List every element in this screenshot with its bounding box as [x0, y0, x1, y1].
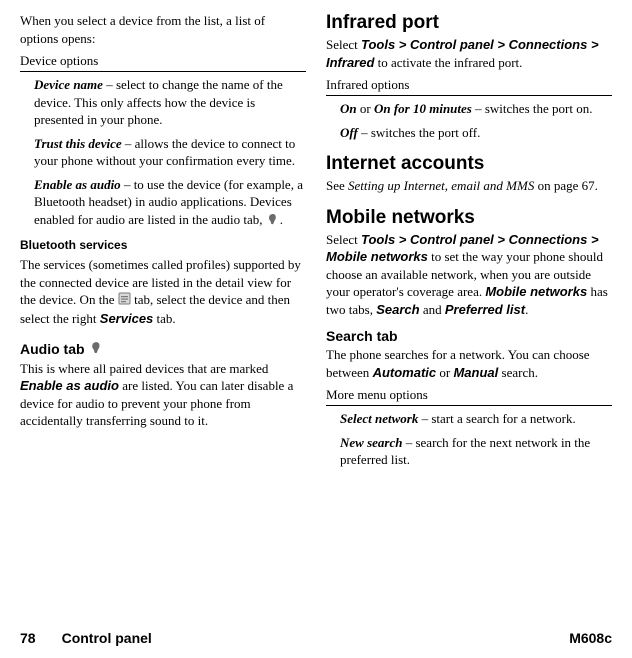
search-tab-text: The phone searches for a network. You ca…	[326, 346, 612, 381]
right-column: Infrared port Select Tools > Control pan…	[326, 12, 612, 475]
on-or: or	[357, 101, 374, 116]
audio-text1: This is where all paired devices that ar…	[20, 361, 268, 376]
more-menu-block: Select network – start a search for a ne…	[326, 410, 612, 469]
bluetooth-services-label: Bluetooth services	[20, 238, 306, 252]
select-network-term: Select network	[340, 411, 418, 426]
bt-services-tab: Services	[100, 311, 154, 326]
footer-left: 78 Control panel	[20, 630, 152, 646]
search-manual: Manual	[453, 365, 498, 380]
select-network-item: Select network – start a search for a ne…	[340, 410, 612, 428]
internet-text1: See	[326, 178, 348, 193]
audio-tab-label: Audio tab	[20, 341, 85, 357]
infrared-options-label: Infrared options	[326, 77, 612, 96]
mob-text1: Select	[326, 232, 361, 247]
search-text3: search.	[498, 365, 538, 380]
mob-text4: and	[420, 302, 445, 317]
enable-audio-desc2: .	[280, 212, 283, 227]
trust-item: Trust this device – allows the device to…	[34, 135, 306, 170]
section-name: Control panel	[62, 630, 152, 646]
bt-text3: tab.	[153, 311, 175, 326]
mobile-networks-heading: Mobile networks	[326, 207, 612, 229]
more-menu-label: More menu options	[326, 387, 612, 406]
search-auto: Automatic	[373, 365, 437, 380]
enable-audio-term: Enable as audio	[34, 177, 121, 192]
device-options-label: Device options	[20, 53, 306, 72]
box-icon	[118, 292, 131, 310]
infrared-options-block: On or On for 10 minutes – switches the p…	[326, 100, 612, 141]
internet-accounts-heading: Internet accounts	[326, 153, 612, 175]
audio-tab-text: This is where all paired devices that ar…	[20, 360, 306, 430]
device-name-item: Device name – select to change the name …	[34, 76, 306, 129]
on-desc: – switches the port on.	[472, 101, 593, 116]
off-desc: – switches the port off.	[358, 125, 481, 140]
audio-tab-heading: Audio tab	[20, 340, 306, 358]
device-name-term: Device name	[34, 77, 103, 92]
internet-text: See Setting up Internet, email and MMS o…	[326, 177, 612, 195]
left-column: When you select a device from the list, …	[20, 12, 306, 475]
on-term: On	[340, 101, 357, 116]
page-footer: 78 Control panel M608c	[20, 630, 612, 646]
search-tab-heading: Search tab	[326, 328, 612, 344]
internet-italic: Setting up Internet, email and MMS	[348, 178, 534, 193]
bluetooth-services-text: The services (sometimes called profiles)…	[20, 256, 306, 327]
enable-audio-item: Enable as audio – to use the device (for…	[34, 176, 306, 230]
content-columns: When you select a device from the list, …	[20, 12, 612, 475]
search-text2: or	[436, 365, 453, 380]
mob-term1: Mobile networks	[485, 284, 587, 299]
mob-term3: Preferred list	[445, 302, 525, 317]
off-item: Off – switches the port off.	[340, 124, 612, 142]
mob-text5: .	[525, 302, 528, 317]
mob-term2: Search	[376, 302, 419, 317]
on-item: On or On for 10 minutes – switches the p…	[340, 100, 612, 118]
infrared-select-text: Select Tools > Control panel > Connectio…	[326, 36, 612, 71]
device-options-block: Device name – select to change the name …	[20, 76, 306, 230]
on10-term: On for 10 minutes	[374, 101, 472, 116]
intro-text: When you select a device from the list, …	[20, 12, 306, 47]
audio-enable-term: Enable as audio	[20, 378, 119, 393]
ear-icon	[266, 212, 280, 231]
infra-text2: to activate the infrared port.	[374, 55, 522, 70]
internet-text2: on page 67.	[534, 178, 598, 193]
mobile-text: Select Tools > Control panel > Connectio…	[326, 231, 612, 319]
new-search-term: New search	[340, 435, 402, 450]
off-term: Off	[340, 125, 358, 140]
select-network-desc: – start a search for a network.	[418, 411, 575, 426]
ear-icon	[89, 340, 104, 358]
model-name: M608c	[569, 630, 612, 646]
infra-text1: Select	[326, 37, 361, 52]
page-number: 78	[20, 630, 36, 646]
infrared-port-heading: Infrared port	[326, 12, 612, 34]
trust-term: Trust this device	[34, 136, 122, 151]
new-search-item: New search – search for the next network…	[340, 434, 612, 469]
